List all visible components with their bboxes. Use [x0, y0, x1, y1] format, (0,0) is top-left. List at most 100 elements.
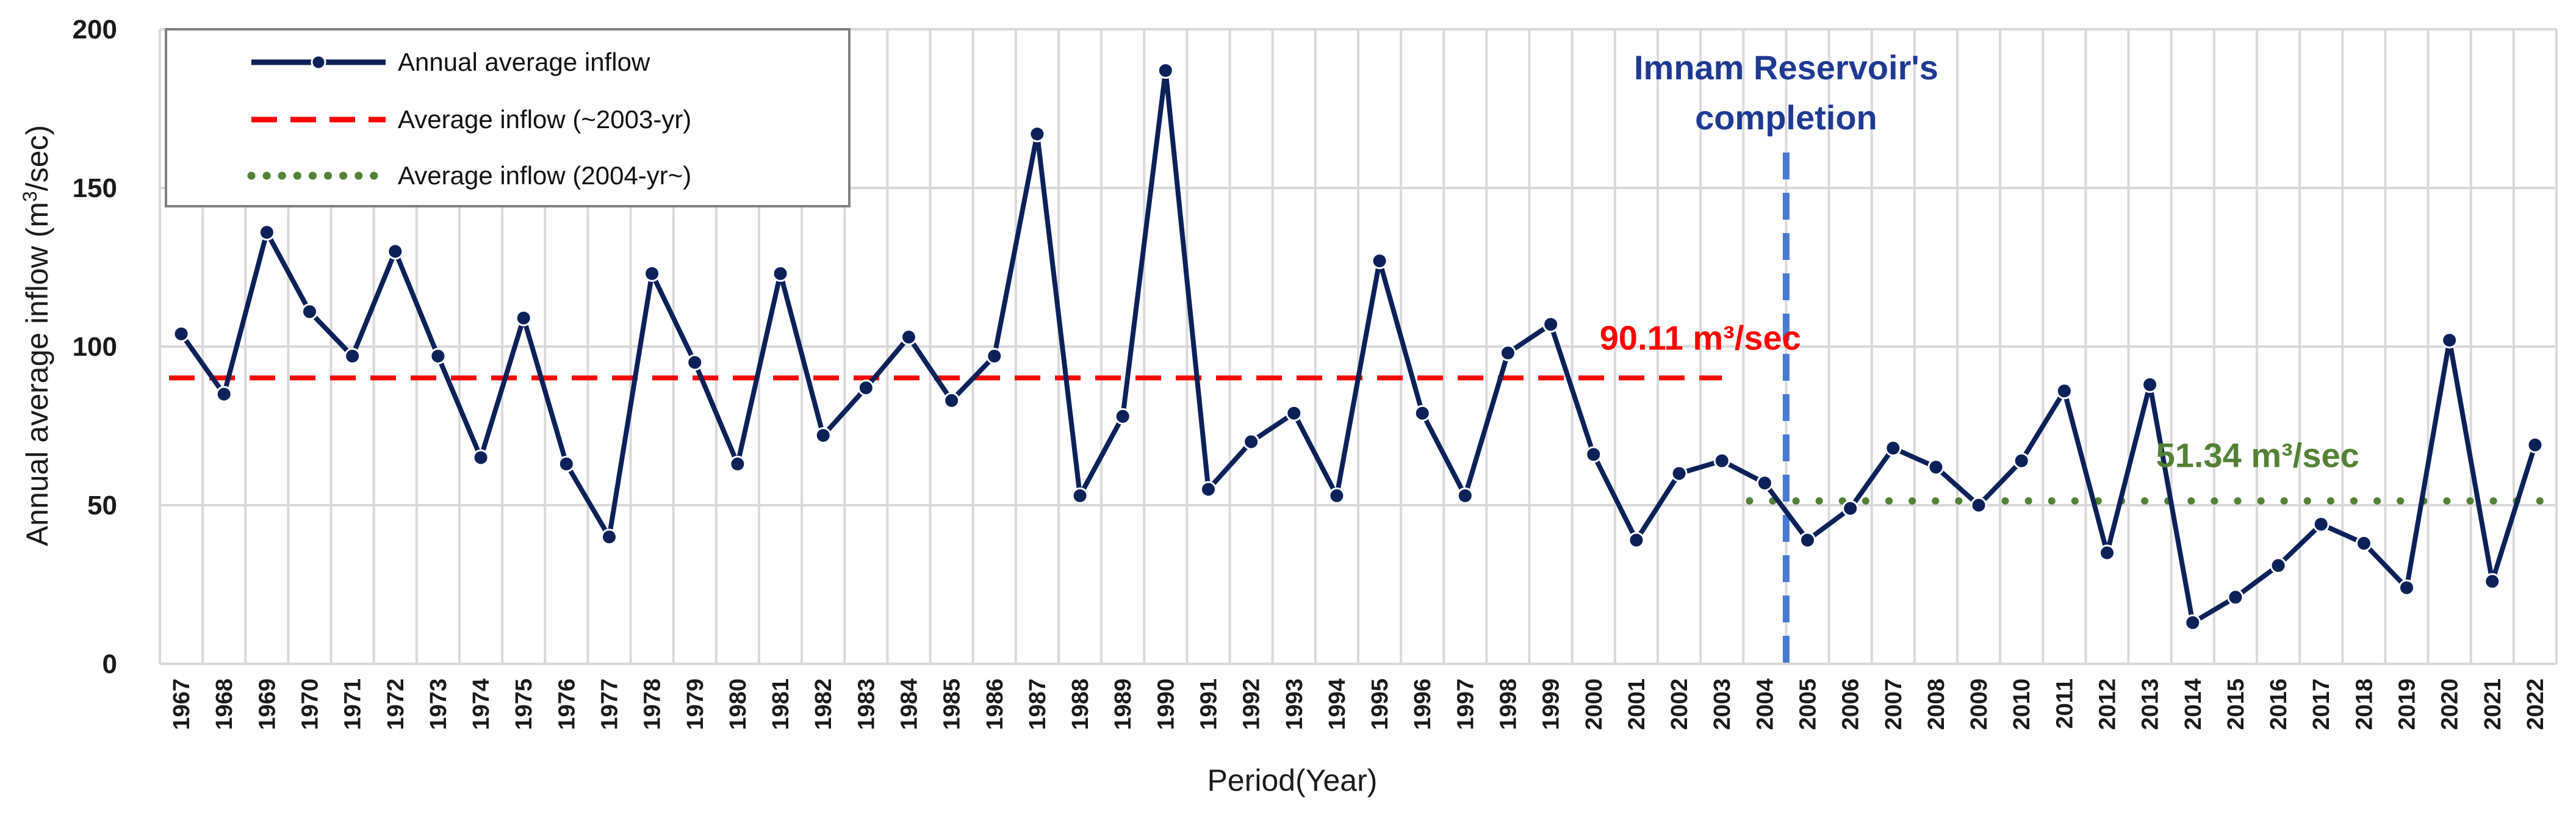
x-tick-label: 2019	[2395, 678, 2420, 730]
x-tick-label: 2001	[1624, 678, 1650, 730]
x-tick-label: 2009	[1966, 678, 1992, 730]
data-point	[1200, 481, 1217, 498]
x-tick-label: 2014	[2181, 678, 2206, 730]
x-tick-label: 2007	[1881, 678, 1907, 730]
data-point	[644, 265, 661, 282]
x-tick-label: 2006	[1838, 678, 1864, 730]
annotations: 90.11 m³/sec 51.34 m³/sec Imnam Reservoir'…	[1600, 48, 2359, 475]
data-point	[729, 455, 746, 472]
x-tick-label: 2004	[1752, 678, 1778, 730]
x-tick-label: 1975	[511, 678, 537, 730]
data-point	[1713, 452, 1730, 469]
data-point	[1029, 126, 1046, 143]
x-tick-label: 1978	[640, 678, 666, 730]
x-tick-label: 1992	[1239, 678, 1265, 730]
data-point	[601, 528, 617, 545]
x-tick-label: 1985	[940, 678, 965, 730]
data-point	[1970, 497, 1987, 514]
x-tick-label: 1976	[554, 678, 580, 730]
data-point	[1071, 487, 1088, 504]
x-tick-label: 1991	[1196, 678, 1222, 730]
y-tick-label: 50	[87, 491, 117, 520]
data-point	[2312, 516, 2330, 533]
data-point	[1671, 465, 1688, 482]
x-tick-label: 1999	[1539, 678, 1564, 730]
data-point	[772, 265, 789, 282]
y-tick-labels: 0 50 100 150 200	[73, 15, 117, 679]
annual-inflow-line	[179, 68, 2538, 625]
legend-label-pre: Average inflow (~2003-yr)	[398, 105, 691, 134]
x-tick-label: 1984	[897, 678, 923, 730]
x-tick-label: 1990	[1153, 678, 1179, 730]
x-tick-label: 1993	[1282, 678, 1308, 730]
data-point	[430, 348, 447, 365]
reference-lines	[169, 375, 2554, 505]
x-tick-label: 2016	[2266, 678, 2292, 730]
x-tick-label: 1987	[1025, 678, 1051, 730]
x-tick-label: 1996	[1410, 678, 1436, 730]
data-point	[2056, 383, 2073, 400]
data-point	[943, 392, 960, 409]
data-point	[215, 386, 232, 403]
data-point	[1157, 62, 1174, 79]
data-point	[2441, 332, 2458, 349]
x-tick-label: 2000	[1581, 678, 1607, 730]
y-tick-label: 150	[73, 173, 117, 203]
data-point	[1799, 531, 1816, 549]
data-point	[472, 449, 489, 466]
data-point	[344, 348, 361, 365]
x-tick-label: 1986	[982, 678, 1008, 730]
x-tick-label: 2015	[2223, 678, 2249, 730]
data-point	[301, 303, 318, 320]
x-tick-label: 1970	[298, 678, 323, 730]
x-tick-label: 1994	[1325, 678, 1350, 730]
annual-inflow-series	[173, 62, 2544, 631]
x-tick-label: 1969	[254, 678, 280, 730]
data-point	[515, 309, 532, 326]
data-point	[901, 328, 917, 345]
x-tick-label: 1980	[725, 678, 751, 730]
pre-average-annotation: 90.11 m³/sec	[1600, 319, 1801, 357]
x-tick-label: 1972	[383, 678, 409, 730]
x-tick-label: 2017	[2309, 678, 2334, 730]
imnam-annotation-line2: completion	[1695, 98, 1877, 137]
data-point	[1542, 316, 1560, 333]
x-tick-label: 1982	[811, 678, 836, 730]
legend-marker-annual	[311, 54, 326, 70]
data-point	[1456, 487, 1473, 504]
x-tick-label: 2003	[1710, 678, 1735, 730]
x-tick-label: 2020	[2437, 678, 2463, 730]
x-tick-label: 1974	[469, 678, 494, 730]
x-tick-label: 2021	[2480, 678, 2506, 730]
x-tick-label: 1983	[854, 678, 879, 730]
data-point	[1842, 500, 1859, 517]
data-point	[1885, 439, 1902, 456]
y-tick-label: 100	[73, 332, 117, 362]
x-tick-label: 2013	[2138, 678, 2164, 730]
x-tick-label: 2005	[1796, 678, 1821, 730]
legend-label-post: Average inflow (2004-yr~)	[398, 161, 691, 190]
data-point	[1286, 405, 1303, 422]
data-point	[2184, 614, 2201, 631]
x-tick-label: 1998	[1496, 678, 1522, 730]
data-point	[2227, 589, 2244, 606]
data-point	[857, 380, 874, 397]
x-tick-label: 1995	[1367, 678, 1393, 730]
x-tick-labels: 1967 1968 1969 1970 1971 1972 1973 1974 1975 1976…	[169, 678, 2549, 730]
x-tick-label: 2011	[2052, 678, 2078, 729]
y-tick-label: 0	[103, 649, 117, 679]
x-tick-label: 1968	[212, 678, 237, 730]
data-point	[2527, 436, 2544, 453]
imnam-annotation-line1: Imnam Reservoir's	[1634, 48, 1938, 87]
x-tick-label: 2012	[2095, 678, 2121, 730]
data-point	[1756, 475, 1773, 492]
x-tick-label: 2018	[2351, 678, 2377, 730]
y-axis-label: Annual average inflow (m3/sec)	[19, 125, 54, 546]
x-tick-label: 1979	[683, 678, 708, 730]
data-point	[2484, 573, 2501, 590]
data-point	[815, 427, 832, 444]
data-point	[1414, 405, 1431, 422]
data-point	[387, 243, 404, 260]
x-tick-label: 1981	[768, 678, 794, 730]
